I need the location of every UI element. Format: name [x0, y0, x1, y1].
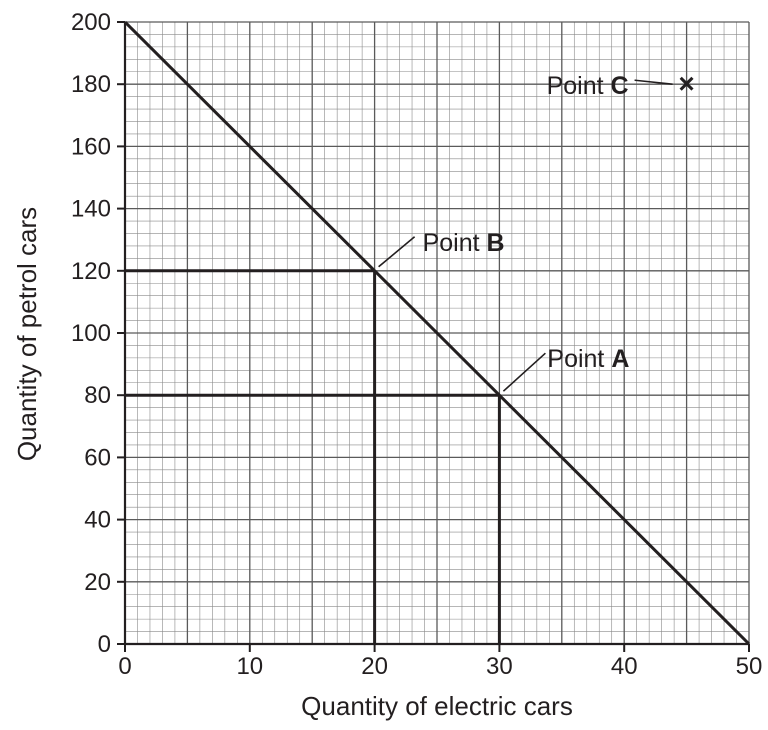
- y-tick-label: 100: [71, 320, 111, 347]
- y-tick-label: 180: [71, 71, 111, 98]
- x-ticks: 0 10 20 30 40 50: [118, 644, 762, 680]
- y-tick-label: 200: [71, 9, 111, 36]
- annotation-point-a: Point A: [502, 345, 629, 392]
- y-tick-label: 140: [71, 196, 111, 223]
- annotation-leader: [634, 79, 673, 85]
- annotation-label: Point C: [547, 72, 629, 100]
- annotation-letter: C: [611, 72, 629, 100]
- annotation-prefix: Point: [547, 72, 611, 100]
- x-tick-label: 10: [236, 653, 263, 680]
- annotation-leader: [502, 352, 546, 392]
- series: [123, 20, 751, 646]
- y-ticks: 0 20 40 60 80 100 120 140 160 180 200: [71, 9, 125, 658]
- y-tick-label: 20: [84, 569, 111, 596]
- annotation-letter: B: [487, 229, 505, 257]
- point-marker: ×: [678, 68, 694, 99]
- y-tick-label: 80: [84, 382, 111, 409]
- reference-lines: [125, 269, 501, 644]
- annotation-prefix: Point: [423, 229, 487, 257]
- annotation-point-b: Point B: [378, 229, 505, 268]
- annotation-letter: A: [611, 345, 629, 373]
- annotation-prefix: Point: [547, 345, 611, 373]
- x-tick-label: 20: [361, 653, 388, 680]
- annotation-label: Point B: [423, 229, 505, 257]
- x-tick-label: 0: [118, 653, 131, 680]
- y-tick-label: 40: [84, 507, 111, 534]
- y-tick-label: 60: [84, 444, 111, 471]
- y-tick-label: 120: [71, 258, 111, 285]
- annotation-label: Point A: [547, 345, 629, 373]
- y-tick-label: 0: [98, 631, 111, 658]
- annotation-point-c: × Point C: [547, 68, 695, 100]
- x-axis-title: Quantity of electric cars: [301, 691, 573, 721]
- annotation-leader: [378, 236, 416, 268]
- series-line: [123, 20, 751, 646]
- x-tick-label: 50: [736, 653, 763, 680]
- x-tick-label: 40: [611, 653, 638, 680]
- y-tick-label: 160: [71, 133, 111, 160]
- y-axis-title: Quantity of petrol cars: [12, 207, 42, 461]
- x-tick-label: 30: [486, 653, 513, 680]
